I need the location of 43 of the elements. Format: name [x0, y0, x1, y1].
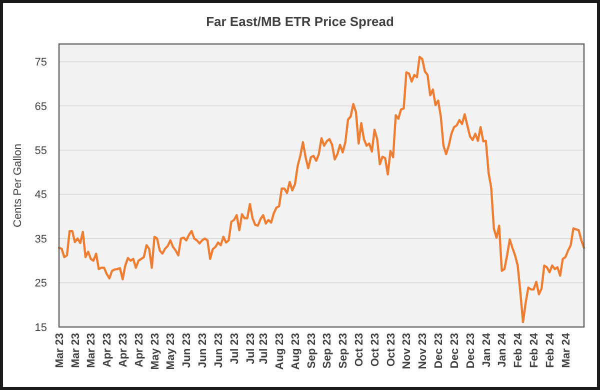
- y-tick-label: 65: [34, 100, 47, 113]
- x-tick-label: Feb 24: [512, 332, 525, 368]
- chart-title: Far East/MB ETR Price Spread: [206, 14, 394, 29]
- x-tick-label: Jul 23: [244, 333, 257, 364]
- x-tick-label: Jan 24: [480, 332, 493, 368]
- y-tick-label: 35: [34, 233, 47, 246]
- y-tick-label: 75: [34, 56, 47, 69]
- x-tick-label: Jan 24: [496, 332, 509, 368]
- x-tick-label: Feb 24: [544, 332, 556, 368]
- y-tick-label: 15: [34, 322, 47, 334]
- x-tick-label: Mar 23: [54, 333, 66, 368]
- x-tick-label: Mar 23: [86, 333, 98, 368]
- x-tick-label: May 23: [165, 333, 178, 370]
- x-tick-label: Nov 23: [417, 333, 430, 370]
- x-tick-label: Jul 23: [228, 333, 241, 364]
- y-axis-title: Cents Per Gallon: [12, 144, 24, 228]
- line-series: [58, 56, 586, 324]
- x-tick-label: Sep 23: [338, 333, 350, 368]
- x-tick-label: Jun 23: [181, 333, 194, 368]
- x-tick-label: Jun 23: [212, 333, 225, 368]
- y-tick-label: 45: [34, 189, 47, 202]
- x-tick-label: Dec 23: [448, 333, 461, 368]
- x-tick-label: Dec 23: [464, 333, 477, 368]
- y-tick-label: 25: [34, 278, 47, 290]
- x-tick-label: Mar 23: [70, 333, 82, 368]
- x-tick-label: Apr 23: [133, 333, 146, 368]
- x-tick-label: Apr 23: [102, 333, 114, 368]
- x-tick-label: Jun 23: [197, 333, 210, 368]
- x-tick-label: Aug 23: [274, 333, 286, 370]
- x-tick-label: Dec 23: [433, 333, 446, 368]
- x-tick-label: Oct 23: [369, 333, 382, 367]
- x-tick-label: Jul 23: [258, 333, 270, 364]
- x-tick-label: Oct 23: [353, 333, 366, 367]
- x-tick-label: Aug 23: [290, 333, 302, 370]
- x-tick-label: May 23: [149, 333, 162, 370]
- x-tick-label: Sep 23: [306, 333, 318, 368]
- x-tick-label: Oct 23: [385, 333, 398, 367]
- x-tick-label: Mar 24: [560, 332, 572, 368]
- y-tick-label: 55: [34, 144, 47, 157]
- x-tick-label: Nov 23: [401, 333, 414, 370]
- x-tick-label: Feb 24: [528, 332, 540, 368]
- x-tick-label: Sep 23: [322, 333, 334, 368]
- x-tick-label: Apr 23: [117, 333, 130, 368]
